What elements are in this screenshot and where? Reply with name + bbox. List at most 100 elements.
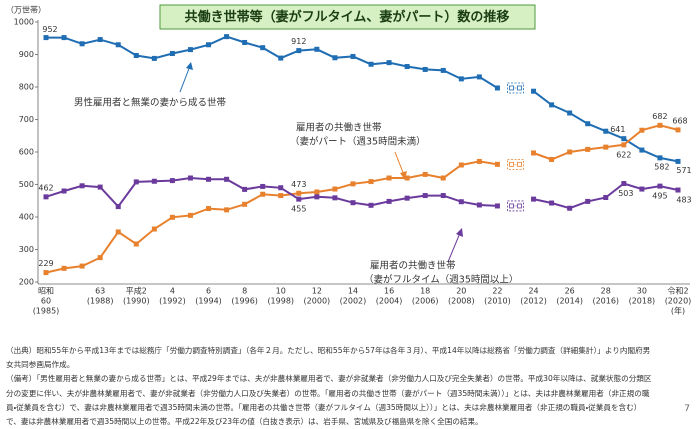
data-point bbox=[657, 122, 663, 128]
data-point bbox=[206, 206, 212, 212]
y-tick-label: 700 bbox=[19, 115, 34, 124]
data-point bbox=[440, 193, 446, 199]
x-tick-label: 昭和 bbox=[38, 287, 54, 296]
legend: 男性雇用者と無業の妻から成る世帯 雇用者の共働き世帯 （妻がパート（週35時間未… bbox=[74, 97, 518, 286]
x-tick-label: 令和2 bbox=[667, 286, 688, 296]
data-label: 952 bbox=[42, 25, 57, 34]
data-point bbox=[476, 74, 482, 80]
data-point bbox=[603, 128, 609, 134]
data-point bbox=[422, 171, 428, 177]
x-tick-label: 20 bbox=[456, 287, 466, 296]
data-point bbox=[151, 226, 157, 232]
arrow bbox=[447, 232, 461, 263]
x-tick-label: 26 bbox=[565, 287, 575, 296]
y-tick-label: 300 bbox=[19, 245, 34, 254]
data-point bbox=[97, 184, 103, 190]
data-point bbox=[115, 42, 121, 48]
data-point bbox=[639, 127, 645, 133]
legend-label: （妻がパート（週35時間未満） bbox=[290, 136, 426, 148]
data-point bbox=[585, 198, 591, 204]
data-label: 668 bbox=[672, 116, 687, 125]
x-tick-label: 60 bbox=[41, 297, 51, 306]
notes: （出典）昭和55年から平成13年までは総務庁「労働力調査特別調査」（各年２月。た… bbox=[6, 344, 656, 429]
data-point bbox=[278, 55, 284, 61]
break-marker bbox=[509, 85, 514, 91]
x-tick-label: (1988) bbox=[87, 297, 114, 306]
data-point bbox=[675, 187, 681, 193]
data-point bbox=[206, 42, 212, 48]
x-tick-label: 63 bbox=[95, 287, 105, 296]
data-point bbox=[242, 186, 248, 192]
data-point bbox=[422, 66, 428, 72]
data-point bbox=[621, 181, 627, 187]
data-label: 641 bbox=[610, 125, 625, 134]
data-point bbox=[621, 142, 627, 148]
data-point bbox=[657, 183, 663, 189]
data-point bbox=[242, 201, 248, 207]
series: 229 473 622 682 668 bbox=[38, 112, 688, 276]
x-tick-label: 10 bbox=[276, 287, 286, 296]
data-point bbox=[567, 205, 573, 211]
data-label: 473 bbox=[291, 180, 306, 189]
break-box bbox=[507, 82, 524, 94]
data-point bbox=[585, 121, 591, 127]
data-point bbox=[296, 48, 302, 54]
data-label: 229 bbox=[38, 259, 53, 268]
x-tick-label: 24 bbox=[528, 287, 538, 296]
data-point bbox=[621, 136, 627, 142]
data-label: 571 bbox=[676, 166, 691, 175]
data-point bbox=[549, 102, 555, 108]
data-point bbox=[657, 155, 663, 161]
data-point bbox=[603, 144, 609, 150]
data-point bbox=[476, 202, 482, 208]
y-tick-label: 200 bbox=[19, 278, 34, 287]
data-point bbox=[79, 263, 85, 269]
data-point bbox=[494, 161, 500, 167]
x-tick-label: (2006) bbox=[412, 297, 439, 306]
data-point bbox=[675, 127, 681, 133]
break-box bbox=[507, 158, 524, 170]
data-point bbox=[549, 200, 555, 206]
data-point bbox=[169, 51, 175, 57]
data-label: 682 bbox=[652, 112, 667, 121]
data-point bbox=[458, 76, 464, 82]
data-point bbox=[187, 175, 193, 181]
series: 952 912 641 582 571 bbox=[42, 25, 691, 175]
x-tick-label: (2002) bbox=[340, 297, 367, 306]
data-point bbox=[115, 204, 121, 210]
x-tick-label: 6 bbox=[206, 287, 211, 296]
data-point bbox=[603, 195, 609, 200]
data-point bbox=[531, 88, 537, 94]
data-point bbox=[368, 202, 374, 208]
source-note: （出典）昭和55年から平成13年までは総務庁「労働力調査特別調査」（各年２月。た… bbox=[6, 346, 651, 370]
data-point bbox=[440, 67, 446, 73]
data-point bbox=[224, 207, 230, 213]
legend-label: 雇用者の共働き世帯 bbox=[370, 260, 456, 272]
data-point bbox=[43, 194, 49, 200]
data-point bbox=[440, 175, 446, 181]
x-tick-label: 平成2 bbox=[126, 286, 147, 296]
data-point bbox=[187, 212, 193, 218]
y-tick-label: 800 bbox=[19, 83, 34, 92]
x-tick-label: 30 bbox=[637, 287, 647, 296]
series: 462 455 503 495 483 bbox=[38, 175, 692, 214]
data-point bbox=[585, 146, 591, 152]
data-label: 495 bbox=[652, 192, 667, 201]
data-point bbox=[260, 45, 266, 51]
data-point bbox=[476, 158, 482, 164]
data-point bbox=[458, 199, 464, 205]
data-point bbox=[332, 186, 338, 192]
data-point bbox=[350, 181, 356, 187]
data-point bbox=[675, 158, 681, 164]
data-point bbox=[224, 176, 230, 182]
y-tick-label: 1000 bbox=[14, 18, 34, 27]
data-point bbox=[169, 178, 175, 184]
legend-label: 雇用者の共働き世帯 bbox=[296, 122, 382, 134]
data-point bbox=[404, 195, 410, 201]
data-label: 455 bbox=[291, 205, 306, 214]
x-tick-label: (2000) bbox=[304, 297, 331, 306]
data-point bbox=[187, 47, 193, 53]
data-point bbox=[206, 176, 212, 182]
data-point bbox=[61, 265, 67, 271]
data-point bbox=[368, 61, 374, 67]
